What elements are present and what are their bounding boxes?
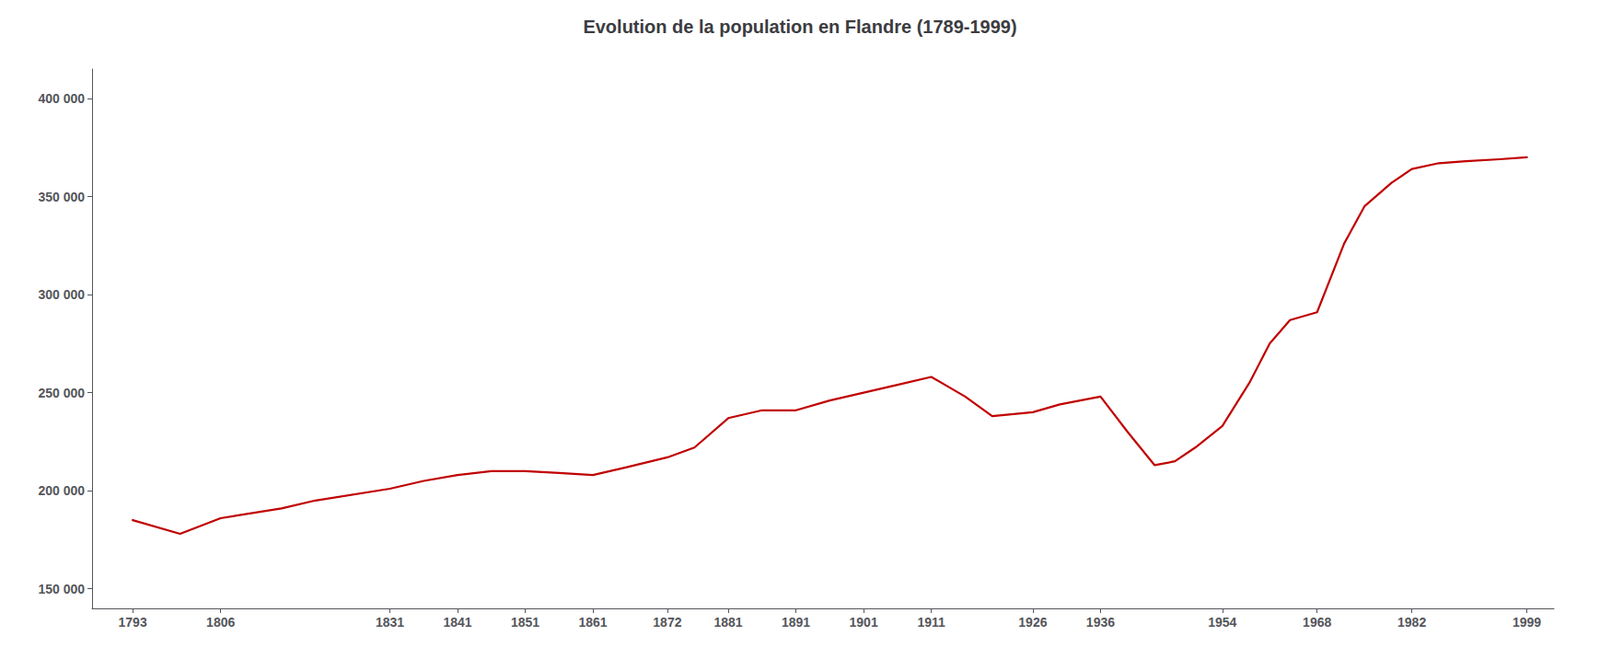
svg-text:300 000: 300 000 (37, 287, 85, 302)
svg-text:1861: 1861 (578, 614, 607, 630)
svg-text:1982: 1982 (1397, 614, 1427, 630)
svg-text:1806: 1806 (206, 614, 235, 630)
svg-text:1891: 1891 (781, 614, 811, 630)
svg-text:400 000: 400 000 (37, 91, 85, 106)
svg-text:200 000: 200 000 (37, 483, 85, 499)
svg-text:1968: 1968 (1302, 614, 1332, 630)
svg-text:1901: 1901 (849, 614, 879, 630)
svg-text:1926: 1926 (1018, 614, 1047, 630)
svg-text:150 000: 150 000 (37, 581, 85, 597)
svg-text:1841: 1841 (442, 614, 472, 630)
svg-text:1851: 1851 (510, 614, 540, 630)
svg-text:1999: 1999 (1512, 614, 1542, 630)
svg-text:1881: 1881 (713, 614, 743, 630)
svg-text:250 000: 250 000 (37, 385, 85, 401)
svg-text:1831: 1831 (375, 614, 405, 630)
svg-text:1936: 1936 (1086, 614, 1115, 630)
svg-text:350 000: 350 000 (37, 189, 85, 205)
svg-text:1793: 1793 (118, 614, 148, 630)
svg-text:Evolution de la population en: Evolution de la population en Flandre (1… (582, 16, 1017, 37)
svg-text:1872: 1872 (652, 614, 682, 630)
svg-text:1954: 1954 (1207, 614, 1237, 630)
svg-text:1911: 1911 (916, 614, 946, 630)
